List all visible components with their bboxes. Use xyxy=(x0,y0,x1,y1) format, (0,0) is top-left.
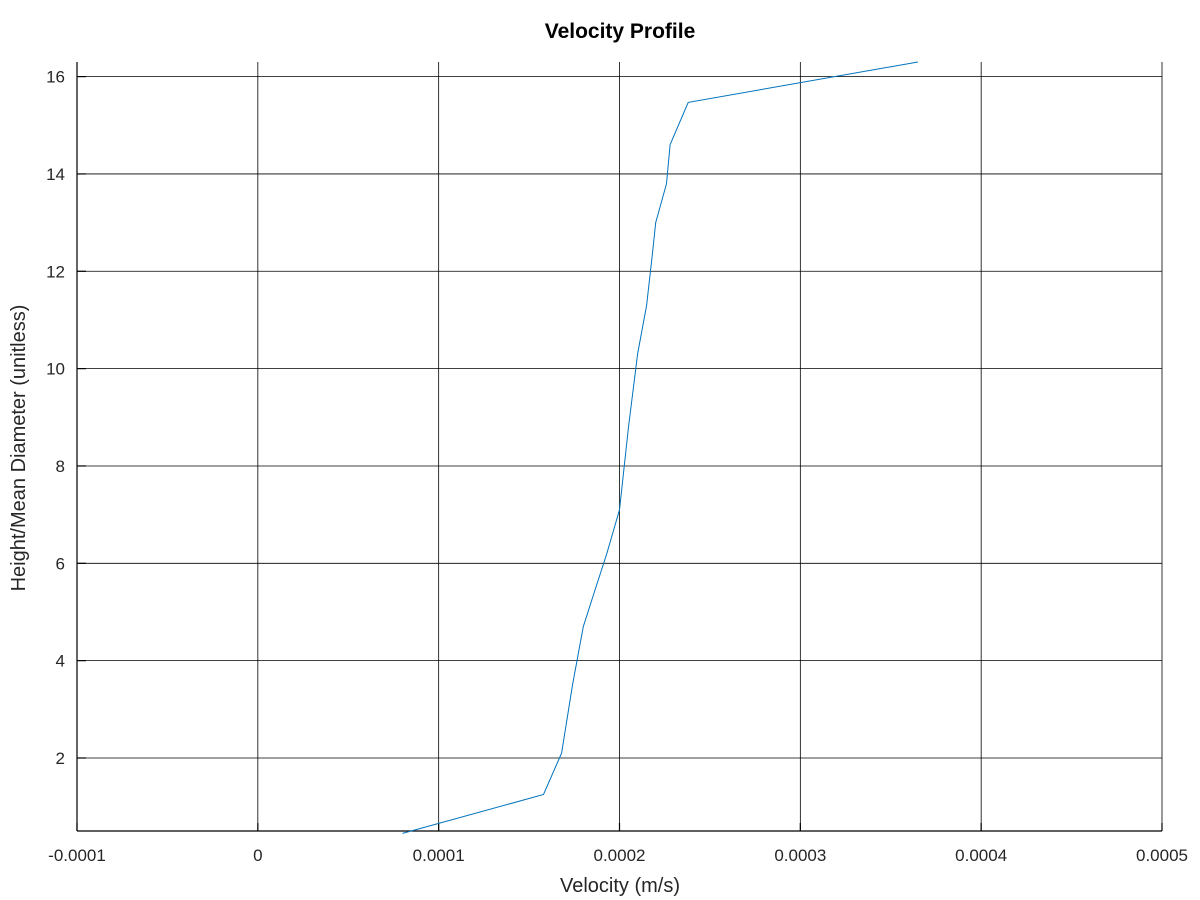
x-axis-label: Velocity (m/s) xyxy=(560,875,680,897)
y-axis-ticks: 2 4 6 8 10 12 14 16 xyxy=(46,68,86,768)
y-tick-label: 10 xyxy=(46,360,65,379)
y-tick-label: 8 xyxy=(56,457,65,476)
y-tick-label: 2 xyxy=(56,749,65,768)
series-lines xyxy=(402,61,918,834)
grid-lines xyxy=(76,62,1163,831)
y-tick-label: 16 xyxy=(46,68,65,87)
x-tick-label: 0.0005 xyxy=(1136,846,1188,865)
x-tick-label: 0.0002 xyxy=(594,846,646,865)
y-tick-label: 4 xyxy=(56,652,65,671)
y-tick-label: 14 xyxy=(46,165,65,184)
chart-title: Velocity Profile xyxy=(545,20,696,43)
x-axis-ticks: -0.0001 0 0.0001 0.0002 0.0003 0.0004 0.0005 xyxy=(48,823,1188,865)
y-tick-label: 12 xyxy=(46,262,65,281)
x-tick-label: 0.0001 xyxy=(413,846,465,865)
x-tick-label: -0.0001 xyxy=(48,846,106,865)
x-tick-label: 0 xyxy=(253,846,262,865)
velocity-series-line xyxy=(402,61,918,834)
y-axis-label: Height/Mean Diameter (unitless) xyxy=(8,305,30,592)
x-tick-label: 0.0004 xyxy=(955,846,1007,865)
x-tick-label: 0.0003 xyxy=(774,846,826,865)
y-tick-label: 6 xyxy=(56,554,65,573)
